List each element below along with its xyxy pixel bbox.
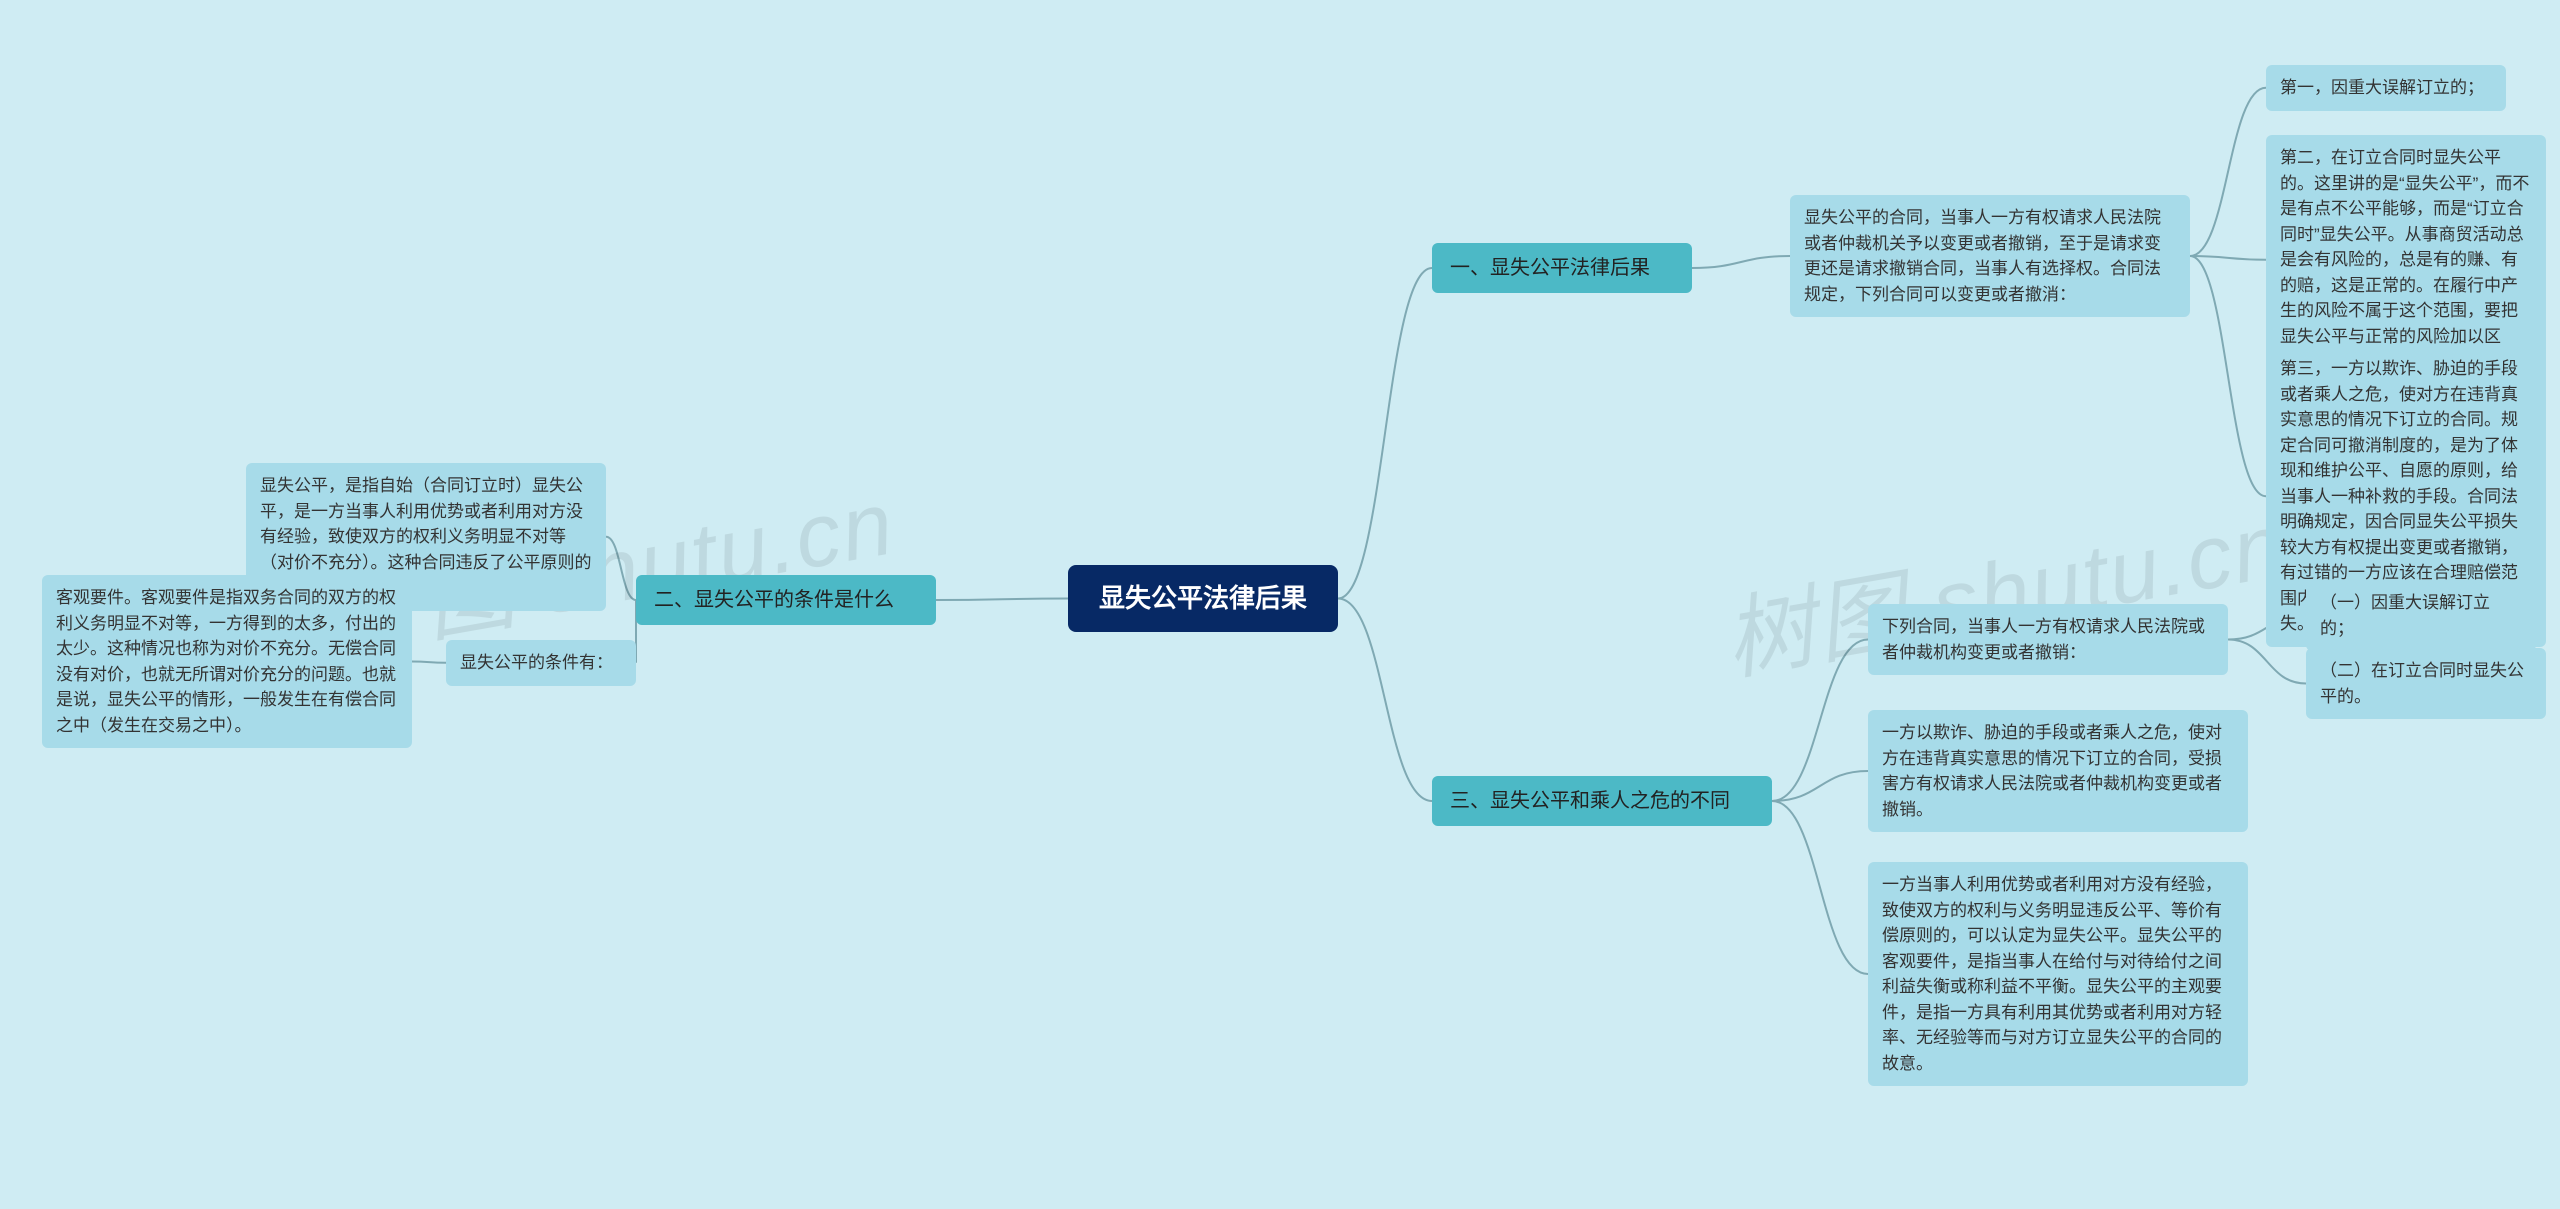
mindmap-canvas: 图 shutu.cn 树图 shutu.cn 显失公平法律后果 一、显失公平法律… [0,0,2560,1209]
branch-1-item-2-text: 第二，在订立合同时显失公平的。这里讲的是“显失公平”，而不是有点不公平能够，而是… [2280,148,2529,371]
branch-1-item-1-text: 第一，因重大误解订立的； [2280,78,2484,97]
branch-3-paragraph-3-text: 一方当事人利用优势或者利用对方没有经验，致使双方的权利与义务明显违反公平、等价有… [1882,875,2222,1073]
branch-2[interactable]: 二、显失公平的条件是什么 [636,575,936,625]
branch-1-intro[interactable]: 显失公平的合同，当事人一方有权请求人民法院或者仲裁机关予以变更或者撤销，至于是请… [1790,195,2190,317]
branch-1-item-1[interactable]: 第一，因重大误解订立的； [2266,65,2506,111]
branch-3-intro-text: 下列合同，当事人一方有权请求人民法院或者仲裁机构变更或者撤销： [1882,617,2205,662]
branch-3-label: 三、显失公平和乘人之危的不同 [1450,790,1730,812]
branch-1-label: 一、显失公平法律后果 [1450,257,1650,279]
root-node[interactable]: 显失公平法律后果 [1068,565,1338,632]
branch-2-conditions-detail-text: 客观要件。客观要件是指双务合同的双方的权利义务明显不对等，一方得到的太多，付出的… [56,588,396,735]
branch-3-intro[interactable]: 下列合同，当事人一方有权请求人民法院或者仲裁机构变更或者撤销： [1868,604,2228,675]
branch-2-label: 二、显失公平的条件是什么 [654,589,894,611]
branch-3[interactable]: 三、显失公平和乘人之危的不同 [1432,776,1772,826]
branch-2-conditions-detail[interactable]: 客观要件。客观要件是指双务合同的双方的权利义务明显不对等，一方得到的太多，付出的… [42,575,412,748]
branch-2-conditions-label[interactable]: 显失公平的条件有： [446,640,636,686]
root-label: 显失公平法律后果 [1099,583,1307,613]
branch-3-sub-1[interactable]: （一）因重大误解订立的； [2306,580,2536,651]
branch-3-paragraph-2[interactable]: 一方以欺诈、胁迫的手段或者乘人之危，使对方在违背真实意思的情况下订立的合同，受损… [1868,710,2248,832]
branch-3-paragraph-2-text: 一方以欺诈、胁迫的手段或者乘人之危，使对方在违背真实意思的情况下订立的合同，受损… [1882,723,2222,819]
branch-1[interactable]: 一、显失公平法律后果 [1432,243,1692,293]
branch-3-sub-2-text: （二）在订立合同时显失公平的。 [2320,661,2524,706]
branch-3-paragraph-3[interactable]: 一方当事人利用优势或者利用对方没有经验，致使双方的权利与义务明显违反公平、等价有… [1868,862,2248,1086]
branch-1-intro-text: 显失公平的合同，当事人一方有权请求人民法院或者仲裁机关予以变更或者撤销，至于是请… [1804,208,2161,304]
branch-3-sub-1-text: （一）因重大误解订立的； [2320,593,2490,638]
branch-2-conditions-label-text: 显失公平的条件有： [460,653,613,672]
branch-3-sub-2[interactable]: （二）在订立合同时显失公平的。 [2306,648,2546,719]
